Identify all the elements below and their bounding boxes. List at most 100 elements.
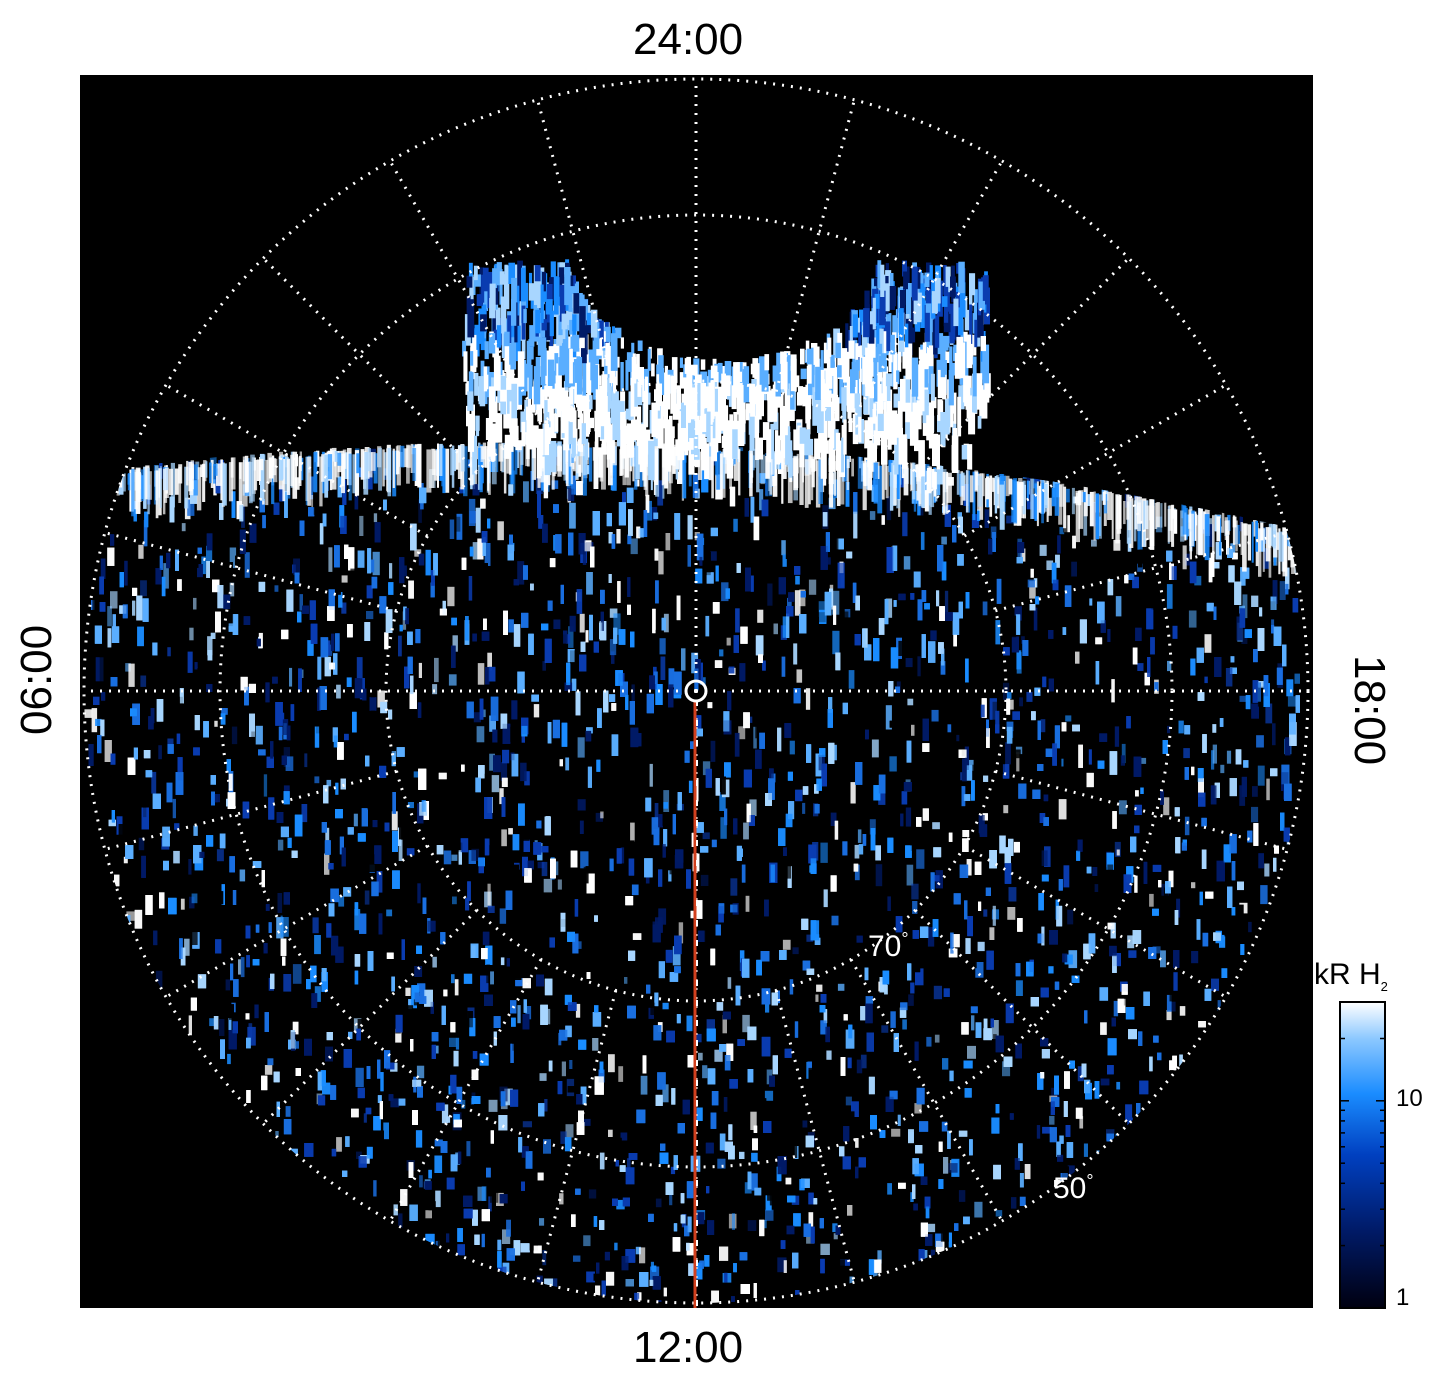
noise-pixel: [1071, 561, 1077, 577]
noise-pixel: [1166, 1010, 1172, 1021]
noise-pixel: [232, 890, 237, 905]
noise-pixel: [544, 1099, 548, 1112]
noise-pixel: [424, 835, 429, 842]
noise-pixel: [274, 585, 279, 592]
noise-pixel: [916, 849, 925, 869]
noise-pixel: [368, 1140, 375, 1152]
noise-pixel: [1008, 887, 1017, 902]
noise-pixel: [551, 480, 559, 489]
noise-pixel: [489, 715, 496, 732]
noise-pixel: [626, 1182, 635, 1196]
noise-pixel: [357, 1019, 362, 1038]
noise-pixel: [620, 847, 625, 864]
noise-pixel: [782, 939, 791, 950]
noise-pixel: [417, 883, 421, 904]
noise-pixel: [569, 615, 576, 632]
noise-pixel: [889, 756, 897, 772]
noise-pixel: [338, 896, 345, 907]
noise-pixel: [285, 756, 294, 771]
noise-pixel: [714, 1049, 723, 1062]
noise-pixel: [919, 926, 929, 938]
noise-pixel: [929, 552, 934, 563]
noise-pixel: [372, 551, 380, 576]
noise-pixel: [599, 1152, 605, 1170]
noise-pixel: [751, 1173, 758, 1191]
noise-pixel: [992, 905, 996, 926]
noise-pixel: [1219, 934, 1226, 948]
noise-pixel: [275, 1131, 279, 1138]
noise-pixel: [848, 670, 855, 689]
noise-pixel: [290, 739, 297, 752]
noise-pixel: [210, 632, 216, 639]
noise-pixel: [1220, 764, 1225, 774]
noise-pixel: [975, 962, 984, 978]
noise-pixel: [449, 519, 455, 539]
noise-pixel: [947, 724, 952, 733]
noise-pixel: [482, 709, 486, 718]
noise-pixel: [559, 1193, 564, 1205]
noise-pixel: [292, 964, 302, 984]
noise-pixel: [794, 590, 801, 616]
noise-pixel: [560, 1131, 567, 1144]
noise-pixel: [1236, 616, 1243, 641]
noise-pixel: [702, 832, 710, 840]
noise-pixel: [1016, 650, 1022, 670]
noise-pixel: [733, 518, 738, 532]
noise-pixel: [398, 635, 402, 657]
noise-pixel: [569, 502, 576, 529]
noise-pixel: [841, 590, 847, 601]
noise-pixel: [781, 914, 788, 926]
noise-pixel: [173, 850, 180, 864]
noise-pixel: [918, 504, 924, 516]
noise-pixel: [876, 1153, 882, 1171]
noise-pixel: [270, 915, 275, 922]
noise-pixel: [254, 1004, 259, 1019]
noise-pixel: [314, 986, 321, 1002]
noise-pixel: [416, 1065, 425, 1079]
noise-pixel: [366, 611, 374, 620]
noise-pixel: [972, 764, 979, 789]
noise-pixel: [476, 726, 485, 743]
noise-pixel: [1040, 719, 1046, 733]
noise-pixel: [815, 994, 819, 1002]
noise-pixel: [364, 890, 370, 905]
noise-pixel: [750, 1111, 757, 1130]
noise-pixel: [434, 1155, 443, 1173]
noise-pixel: [832, 1223, 838, 1233]
noise-pixel: [837, 983, 845, 991]
noise-pixel: [238, 959, 242, 975]
noise-pixel: [277, 839, 284, 851]
noise-pixel: [865, 996, 874, 1004]
noise-pixel: [487, 652, 492, 671]
noise-pixel: [706, 1019, 715, 1036]
noise-pixel: [489, 753, 495, 771]
noise-pixel: [1182, 545, 1187, 570]
noise-pixel: [499, 908, 507, 924]
noise-pixel: [455, 1152, 461, 1165]
noise-pixel: [255, 725, 263, 745]
noise-pixel: [665, 533, 671, 551]
noise-pixel: [1075, 651, 1080, 664]
noise-pixel: [806, 1115, 811, 1125]
noise-pixel: [1133, 597, 1138, 611]
noise-pixel: [167, 647, 171, 657]
noise-pixel: [833, 1233, 838, 1240]
noise-pixel: [640, 1075, 648, 1095]
noise-pixel: [522, 1121, 532, 1128]
noise-pixel: [833, 583, 839, 597]
noise-pixel: [520, 1103, 527, 1113]
noise-pixel: [914, 1103, 922, 1114]
noise-pixel: [702, 1065, 708, 1079]
noise-pixel: [982, 601, 988, 616]
noise-pixel: [802, 1120, 808, 1128]
noise-pixel: [670, 1166, 676, 1175]
noise-pixel: [366, 1093, 374, 1107]
noise-pixel: [565, 757, 570, 771]
noise-pixel: [91, 708, 98, 733]
noise-pixel: [789, 979, 794, 995]
noise-pixel: [227, 1053, 231, 1065]
noise-pixel: [965, 938, 971, 954]
noise-pixel: [757, 609, 764, 623]
noise-pixel: [1091, 539, 1097, 547]
noise-pixel: [487, 905, 495, 913]
